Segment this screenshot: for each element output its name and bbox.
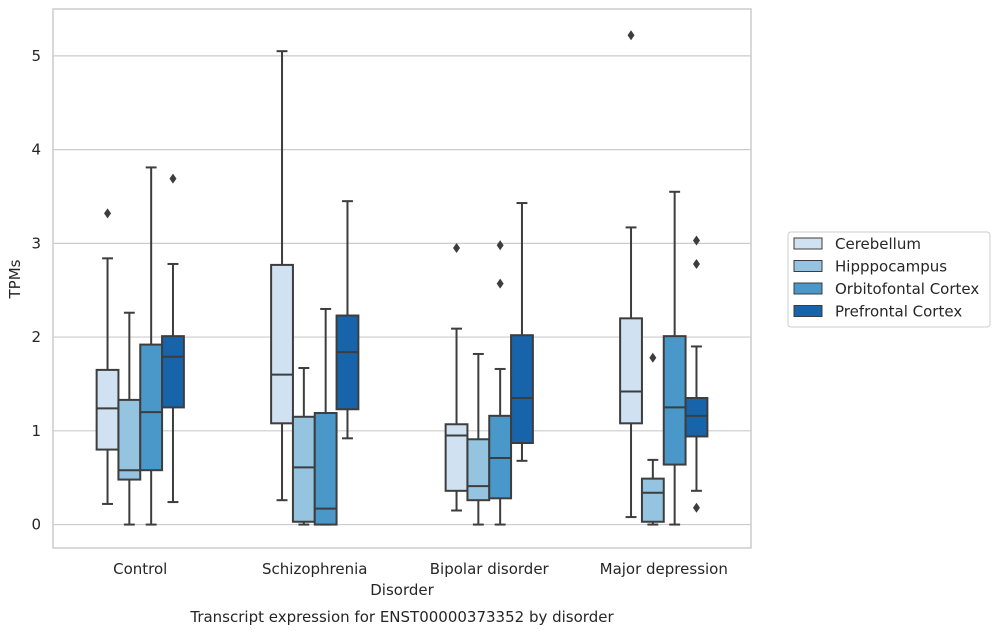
box-hipppocampus: [117, 311, 142, 526]
box-cerebellum: [444, 243, 469, 512]
y-tick-label: 5: [31, 47, 41, 65]
box-orbitofontal-cortex: [313, 307, 338, 526]
box-prefrontal-cortex: [161, 173, 185, 504]
outlier-point: [649, 352, 657, 363]
outlier-point: [169, 173, 177, 184]
box-groups: [95, 30, 709, 526]
box-body: [291, 415, 316, 523]
box-body: [335, 314, 360, 411]
legend-swatch: [793, 305, 823, 317]
x-tick-label: Schizophrenia: [262, 560, 367, 578]
legend-label: Prefrontal Cortex: [835, 303, 962, 321]
legend-swatch: [793, 237, 823, 250]
box-body: [139, 343, 164, 472]
legend-label: Hipppocampus: [835, 258, 947, 276]
outlier-point: [496, 278, 504, 289]
outlier-point: [692, 258, 700, 269]
box-prefrontal-cortex: [335, 200, 360, 440]
x-tick-label: Bipolar disorder: [430, 560, 550, 578]
legend: Cerebellum Hipppocampus Orbitofontal Corte…: [787, 231, 991, 328]
y-axis-title: TPMs: [6, 259, 24, 299]
outlier-point: [627, 30, 635, 41]
y-tick-label: 3: [31, 234, 41, 252]
outlier-point: [692, 235, 700, 246]
y-tick-label: 2: [31, 328, 41, 346]
x-tick-label: Major depression: [600, 560, 728, 578]
box-body: [619, 317, 643, 425]
y-tick-labels: 0 1 2 3 4 5: [31, 47, 41, 534]
plot-frame: [52, 8, 752, 549]
box-body: [161, 335, 185, 409]
y-tick-label: 0: [31, 516, 41, 534]
outlier-point: [104, 208, 112, 219]
legend-label: Orbitofontal Cortex: [835, 280, 979, 298]
outlier-point: [496, 240, 504, 251]
box-hipppocampus: [291, 367, 316, 526]
box-orbitofontal-cortex: [662, 190, 687, 526]
box-orbitofontal-cortex: [488, 240, 513, 526]
box-prefrontal-cortex: [684, 235, 709, 513]
chart-title: Transcript expression for ENST0000037335…: [189, 608, 614, 626]
legend-swatch: [793, 260, 823, 272]
x-tick-label: Control: [113, 560, 167, 578]
x-axis-title: Disorder: [370, 581, 434, 599]
box-body: [640, 477, 665, 523]
x-tick-labels: Control Schizophrenia Bipolar disorder Majo…: [113, 560, 728, 578]
box-body: [662, 335, 687, 466]
box-cerebellum: [270, 50, 294, 502]
box-hipppocampus: [640, 352, 665, 526]
box-body: [444, 423, 469, 492]
box-body: [510, 334, 534, 445]
legend-frame: [787, 231, 991, 328]
box-body: [95, 368, 120, 451]
box-body: [270, 263, 294, 425]
box-hipppocampus: [466, 352, 491, 526]
box-body: [117, 398, 142, 481]
outlier-point: [692, 502, 700, 513]
y-tick-label: 4: [31, 141, 41, 159]
box-cerebellum: [95, 208, 120, 505]
box-body: [313, 412, 338, 526]
box-cerebellum: [619, 30, 643, 519]
box-body: [466, 438, 491, 502]
outlier-point: [453, 243, 461, 254]
legend-swatch: [793, 282, 823, 295]
y-tick-label: 1: [31, 422, 41, 440]
box-body: [684, 397, 709, 438]
box-prefrontal-cortex: [510, 202, 534, 462]
legend-label: Cerebellum: [835, 235, 921, 253]
box-orbitofontal-cortex: [139, 166, 164, 526]
